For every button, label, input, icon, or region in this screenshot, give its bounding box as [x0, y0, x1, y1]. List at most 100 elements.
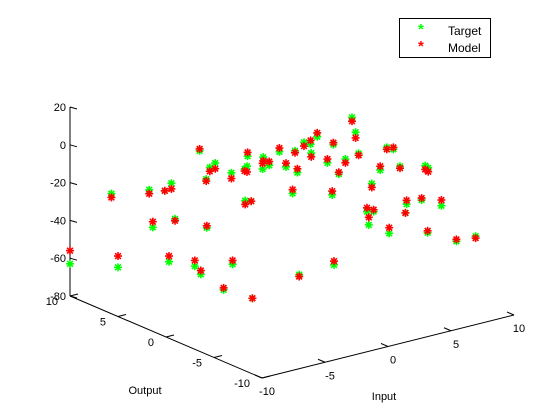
z-tick	[69, 106, 78, 110]
x-tick-label: 10	[513, 323, 525, 335]
data-point-model	[228, 256, 237, 265]
data-point-model	[329, 138, 338, 147]
marker-stroke	[167, 185, 175, 193]
x-tick-label: 0	[390, 355, 396, 367]
y-tick	[69, 293, 79, 297]
data-point-model	[243, 148, 252, 157]
data-point-model	[148, 217, 157, 226]
data-point-model	[424, 167, 433, 176]
marker-stroke	[330, 257, 338, 265]
x-tick-label: -10	[259, 386, 275, 398]
data-point-model	[395, 164, 405, 173]
marker-stroke	[383, 145, 391, 153]
marker-stroke	[328, 187, 336, 195]
marker-stroke	[66, 260, 74, 268]
y-tick	[117, 314, 127, 317]
data-point-model	[313, 128, 322, 137]
y-axis-label: Output	[128, 385, 161, 397]
marker-stroke	[300, 142, 308, 150]
marker-stroke	[341, 159, 349, 167]
marker-stroke	[365, 213, 373, 221]
marker-stroke	[259, 159, 267, 167]
data-point-model	[306, 136, 315, 145]
marker-stroke	[211, 159, 219, 167]
data-point-model	[114, 252, 122, 261]
marker-stroke	[165, 258, 173, 266]
data-point-model	[354, 151, 363, 160]
marker-stroke	[295, 273, 303, 280]
data-point-model	[243, 167, 251, 176]
data-point-model	[401, 208, 410, 217]
marker-stroke	[241, 200, 249, 208]
legend: * Target * Model	[399, 18, 491, 58]
x-axis-label: Input	[372, 391, 396, 403]
marker-stroke	[196, 145, 204, 153]
data-point-model	[385, 223, 394, 232]
z-tick-label: -60	[50, 253, 66, 265]
x-tick	[443, 327, 452, 332]
marker-stroke	[355, 151, 363, 159]
data-point-model	[160, 186, 169, 195]
data-point-model	[171, 216, 179, 225]
marker-stroke	[171, 217, 179, 225]
marker-stroke	[145, 190, 153, 198]
marker-stroke	[335, 168, 343, 176]
marker-stroke	[243, 168, 251, 176]
z-tick-label: 0	[60, 140, 66, 152]
legend-marker-model: *	[418, 38, 424, 55]
data-point-model	[196, 266, 205, 275]
data-point-model	[417, 194, 426, 203]
data-point-model	[364, 213, 373, 222]
data-point-model	[351, 133, 360, 142]
marker-stroke	[291, 149, 299, 157]
data-point-model	[328, 187, 337, 196]
marker-stroke	[396, 164, 404, 172]
marker-stroke	[370, 206, 378, 214]
x-tick	[506, 311, 515, 316]
marker-stroke	[275, 144, 283, 152]
data-point-model	[423, 226, 432, 235]
data-point-model	[437, 196, 446, 205]
data-point-model	[341, 158, 350, 167]
marker-stroke	[244, 148, 252, 156]
data-point-target	[351, 128, 360, 137]
marker-stroke	[376, 162, 384, 170]
marker-stroke	[227, 169, 235, 177]
z-tick	[69, 182, 78, 186]
marker-stroke	[259, 165, 267, 173]
marker-stroke	[313, 129, 321, 137]
marker-stroke	[248, 294, 256, 302]
marker-stroke	[149, 218, 157, 226]
x-tick-label: 5	[453, 339, 459, 351]
marker-stroke	[424, 168, 432, 176]
y-tick-label: -10	[234, 378, 250, 390]
marker-stroke	[363, 204, 371, 212]
y-tick	[213, 355, 223, 358]
data-point-model	[66, 246, 74, 255]
data-point-model	[247, 197, 256, 206]
data-point-model	[258, 159, 267, 168]
legend-label-model: Model	[448, 41, 481, 55]
data-point-model	[219, 283, 228, 292]
z-tick	[69, 219, 78, 223]
data-point-target	[114, 263, 122, 272]
legend-item-target: * Target	[400, 22, 490, 39]
data-point-target	[66, 259, 74, 268]
marker-stroke	[229, 257, 237, 264]
data-point-model	[195, 144, 204, 153]
marker-stroke	[437, 202, 445, 210]
x-tick	[380, 343, 389, 347]
marker-stroke	[227, 175, 235, 182]
data-point-model	[307, 152, 316, 161]
data-point-model	[402, 196, 411, 205]
data-point-model	[211, 164, 220, 173]
marker-stroke	[191, 262, 199, 270]
data-point-model	[389, 143, 398, 152]
data-point-model	[382, 145, 391, 154]
marker-stroke	[66, 247, 74, 255]
marker-stroke	[348, 117, 356, 125]
data-point-model	[293, 164, 302, 173]
legend-item-model: * Model	[400, 38, 490, 56]
marker-stroke	[389, 143, 397, 151]
